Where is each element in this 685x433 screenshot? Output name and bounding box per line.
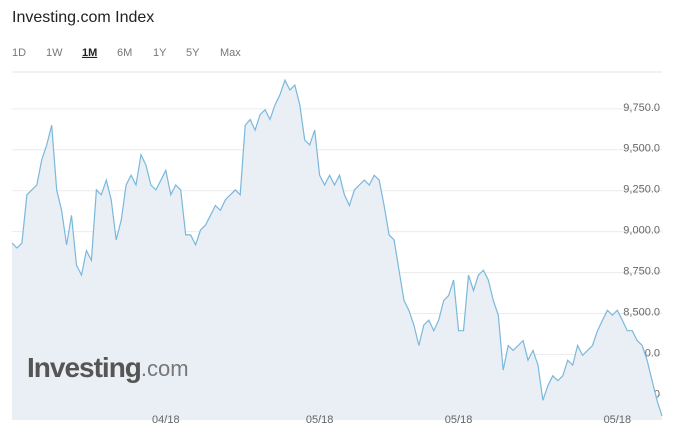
watermark-brand: Investing	[27, 352, 141, 383]
y-tick-label: 8,500.0	[623, 306, 660, 318]
x-tick-label: 05/18	[306, 414, 334, 426]
plot: 8,000.08,250.08,500.08,750.09,000.09,250…	[11, 71, 663, 426]
line	[11, 78, 663, 417]
range-selector: 1D 1W 1M 6M 1Y 5Y Max	[12, 47, 241, 59]
range-button[interactable]: 6M	[117, 47, 132, 59]
y-tick-label: 9,750.0	[623, 102, 660, 114]
range-button[interactable]: 1W	[46, 47, 63, 59]
watermark-suffix: .com	[141, 356, 189, 381]
y-tick-label: 9,000.0	[623, 225, 660, 237]
range-button[interactable]: Max	[220, 47, 241, 59]
range-button[interactable]: 1D	[12, 47, 26, 59]
x-tick-label: 05/18	[604, 414, 632, 426]
range-button[interactable]: 5Y	[186, 47, 200, 59]
y-tick-label: 9,250.0	[623, 184, 660, 196]
y-tick-label: 8,750.0	[623, 266, 660, 278]
range-button[interactable]: 1Y	[153, 47, 167, 59]
chart-title: Investing.com Index	[12, 9, 154, 26]
y-tick-label: 9,500.0	[623, 143, 660, 155]
x-tick-label: 04/18	[152, 414, 180, 426]
watermark: Investing.com	[27, 352, 189, 383]
range-button[interactable]: 1M	[82, 47, 97, 59]
x-tick-label: 05/18	[445, 414, 473, 426]
